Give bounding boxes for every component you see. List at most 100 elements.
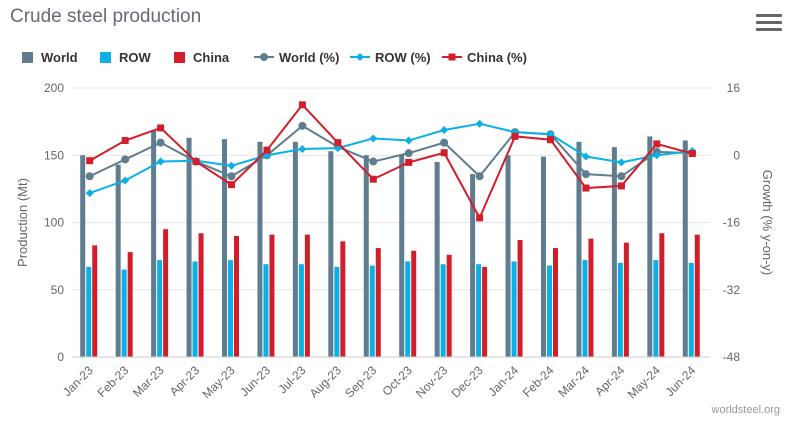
legend-label: World bbox=[41, 49, 78, 65]
point-china_pct bbox=[298, 101, 306, 109]
x-tick-label: Jun-23 bbox=[237, 363, 273, 399]
x-tick-label: Jul-23 bbox=[275, 363, 308, 396]
bar-row bbox=[582, 260, 588, 357]
x-tick-label: May-24 bbox=[625, 363, 663, 401]
bar-world bbox=[151, 131, 157, 357]
legend-item-row_pct[interactable]: ROW (%) bbox=[350, 47, 431, 67]
bar-world bbox=[470, 174, 476, 357]
legend-label: ROW (%) bbox=[375, 49, 431, 65]
point-row_pct bbox=[581, 152, 590, 161]
x-tick-label: May-23 bbox=[199, 363, 237, 401]
bar-world bbox=[682, 140, 688, 357]
bar-world bbox=[292, 141, 298, 357]
y2-axis-title: Growth (% y-on-y) bbox=[760, 170, 775, 275]
point-china_pct bbox=[440, 149, 448, 157]
y-tick-label: 150 bbox=[44, 148, 64, 162]
bar-row bbox=[688, 262, 694, 357]
bar-row bbox=[440, 264, 446, 357]
point-china_pct bbox=[405, 158, 413, 166]
legend-item-china_pct[interactable]: China (%) bbox=[442, 47, 527, 67]
point-row_pct bbox=[227, 161, 236, 170]
line-china_pct bbox=[89, 103, 693, 221]
bar-world bbox=[505, 155, 511, 357]
bar-world bbox=[328, 151, 334, 357]
legend-symbol bbox=[442, 53, 462, 61]
point-row_pct bbox=[652, 151, 661, 160]
point-world_pct bbox=[85, 172, 94, 181]
source-credit: worldsteel.org bbox=[711, 404, 780, 416]
x-tick-label: Mar-23 bbox=[130, 363, 167, 400]
bar-china bbox=[482, 266, 488, 357]
y-tick-label: 50 bbox=[51, 283, 65, 297]
line-series-group bbox=[85, 101, 697, 222]
point-world_pct bbox=[581, 170, 590, 179]
x-tick-label: Sep-23 bbox=[342, 363, 379, 400]
bar-row bbox=[192, 261, 198, 357]
legend-symbol bbox=[100, 51, 111, 63]
hamburger-menu-icon[interactable] bbox=[756, 14, 782, 36]
bar-row bbox=[121, 269, 127, 357]
bar-china bbox=[694, 234, 700, 357]
bar-china bbox=[517, 239, 523, 357]
point-row_pct bbox=[121, 176, 130, 185]
x-tick-label: Oct-23 bbox=[379, 363, 415, 399]
point-world_pct bbox=[298, 121, 307, 130]
bar-world bbox=[186, 137, 192, 357]
point-world_pct bbox=[404, 149, 413, 158]
point-row_pct bbox=[85, 189, 94, 198]
bar-world bbox=[222, 139, 227, 357]
bar-row bbox=[405, 261, 411, 357]
x-tick-label: Apr-24 bbox=[592, 363, 628, 399]
bar-world bbox=[115, 164, 121, 357]
legend-label: China bbox=[193, 49, 230, 65]
line-row_pct bbox=[89, 122, 693, 195]
bar-row bbox=[511, 261, 517, 357]
bar-world bbox=[611, 147, 617, 357]
bar-china bbox=[659, 233, 665, 357]
bar-china bbox=[411, 250, 417, 357]
bar-china bbox=[623, 242, 629, 357]
legend-item-world[interactable]: World bbox=[22, 47, 78, 67]
bar-china bbox=[304, 234, 310, 357]
x-tick-label: Apr-23 bbox=[167, 363, 203, 399]
legend-symbol bbox=[350, 53, 370, 61]
bar-row bbox=[653, 260, 659, 357]
point-china_pct bbox=[228, 181, 235, 189]
legend-symbol bbox=[254, 53, 274, 61]
point-row_pct bbox=[440, 126, 449, 135]
y2-tick-label: -16 bbox=[723, 216, 741, 230]
point-china_pct bbox=[334, 139, 342, 147]
legend-label: ROW bbox=[119, 49, 151, 65]
legend-label: World (%) bbox=[279, 49, 340, 65]
x-tick-label: Mar-24 bbox=[555, 363, 592, 400]
point-china_pct bbox=[476, 214, 484, 222]
point-china_pct bbox=[157, 124, 165, 132]
x-tick-label: Dec-23 bbox=[448, 363, 485, 400]
bar-china bbox=[92, 245, 98, 357]
point-china_pct bbox=[121, 137, 129, 145]
bar-china bbox=[446, 254, 452, 357]
legend-symbol bbox=[174, 51, 185, 63]
legend-symbol bbox=[22, 51, 33, 63]
x-tick-label: Jun-24 bbox=[663, 363, 699, 399]
y2-tick-label: 0 bbox=[733, 148, 740, 162]
bar-row bbox=[298, 264, 304, 357]
point-row_pct bbox=[156, 157, 165, 166]
bar-row bbox=[369, 265, 375, 357]
point-china_pct bbox=[547, 136, 554, 144]
legend-item-china[interactable]: China bbox=[174, 47, 229, 67]
point-china_pct bbox=[192, 158, 200, 166]
point-row_pct bbox=[617, 158, 626, 167]
bar-world bbox=[399, 155, 405, 357]
legend-item-row[interactable]: ROW bbox=[100, 47, 151, 67]
legend-item-world_pct[interactable]: World (%) bbox=[254, 47, 339, 67]
bar-series-group bbox=[80, 131, 700, 357]
point-china_pct bbox=[369, 175, 377, 183]
line-world_pct bbox=[89, 124, 693, 178]
point-world_pct bbox=[617, 172, 626, 181]
point-row_pct bbox=[404, 136, 413, 145]
bar-world bbox=[363, 155, 369, 357]
y-tick-label: 100 bbox=[44, 216, 64, 230]
bar-row bbox=[157, 260, 163, 357]
